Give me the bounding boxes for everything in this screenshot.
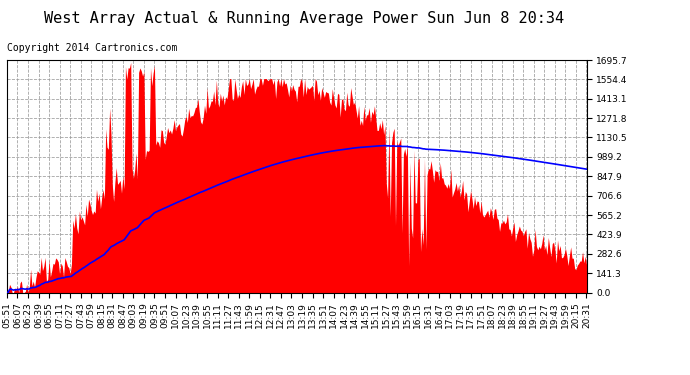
Text: West Array  (DC Watts): West Array (DC Watts) xyxy=(500,35,638,45)
Text: Average  (DC Watts): Average (DC Watts) xyxy=(331,35,449,45)
Text: West Array Actual & Running Average Power Sun Jun 8 20:34: West Array Actual & Running Average Powe… xyxy=(43,11,564,26)
Text: Copyright 2014 Cartronics.com: Copyright 2014 Cartronics.com xyxy=(7,43,177,53)
